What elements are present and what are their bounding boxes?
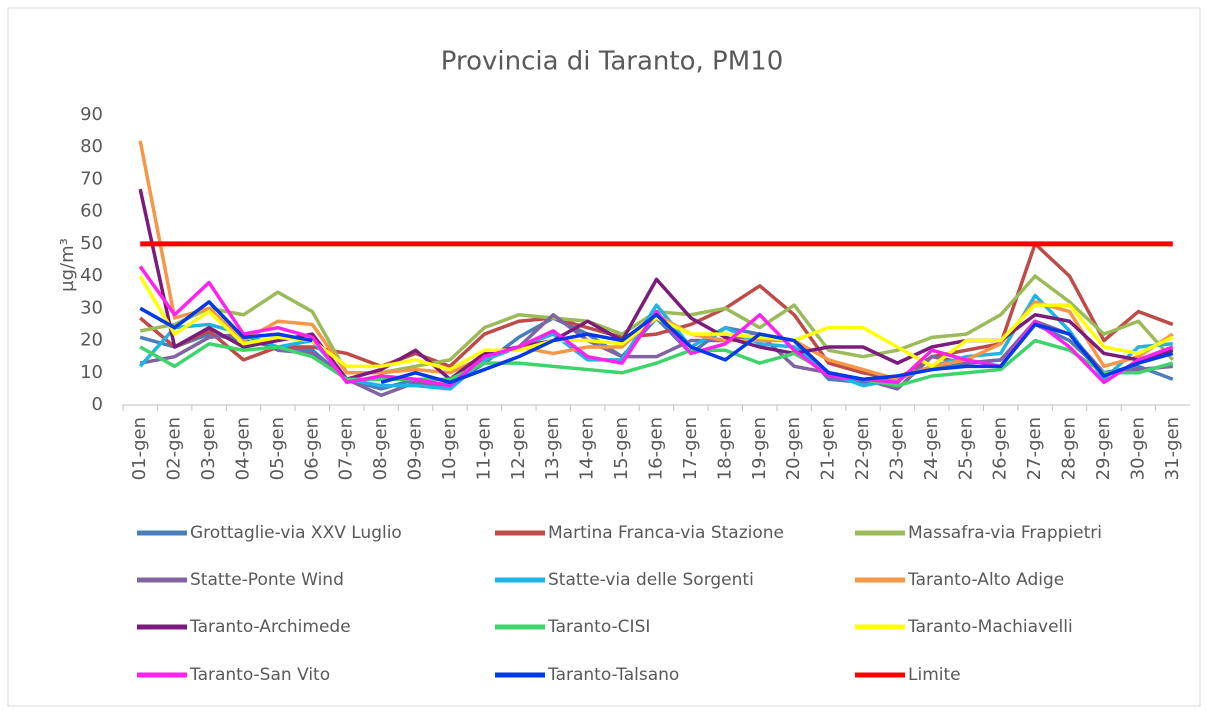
x-tick-label: 18-gen: [714, 417, 735, 480]
y-tick-label: 40: [80, 265, 103, 286]
x-tick-label: 31-gen: [1162, 417, 1183, 480]
y-tick-label: 50: [80, 233, 103, 254]
x-tick-label: 19-gen: [749, 417, 770, 480]
x-tick-label: 26-gen: [990, 417, 1011, 480]
x-tick-label: 13-gen: [542, 417, 563, 480]
x-tick-label: 05-gen: [267, 417, 288, 480]
series-line: [139, 338, 1174, 388]
legend-label: Taranto-Archimede: [189, 617, 351, 637]
x-tick-label: 28-gen: [1059, 417, 1080, 480]
y-tick-label: 10: [80, 362, 103, 383]
y-tick-label: 70: [80, 168, 103, 189]
x-tick-label: 01-gen: [129, 417, 150, 480]
x-tick-label: 04-gen: [232, 417, 253, 480]
legend-label: Martina Franca-via Stazione: [548, 523, 784, 543]
x-tick-label: 06-gen: [301, 417, 322, 480]
x-tick-label: 10-gen: [439, 417, 460, 480]
chart-title: Provincia di Taranto, PM10: [441, 47, 783, 77]
legend-label: Taranto-Talsano: [547, 665, 679, 685]
x-tick-label: 17-gen: [680, 417, 701, 480]
legend-label: Taranto-Machiavelli: [907, 617, 1073, 637]
x-tick-label: 14-gen: [577, 417, 598, 480]
x-tick-label: 09-gen: [405, 417, 426, 480]
x-tick-label: 11-gen: [473, 417, 494, 480]
y-tick-label: 0: [92, 394, 103, 415]
x-tick-label: 25-gen: [955, 417, 976, 480]
x-tick-label: 07-gen: [336, 417, 357, 480]
x-tick-label: 20-gen: [783, 417, 804, 480]
x-tick-label: 29-gen: [1093, 417, 1114, 480]
legend-label: Grottaglie-via XXV Luglio: [190, 523, 402, 543]
x-tick-label: 24-gen: [921, 417, 942, 480]
x-tick-label: 08-gen: [370, 417, 391, 480]
y-tick-label: 80: [80, 136, 103, 157]
legend-label: Taranto-CISI: [547, 617, 650, 637]
legend-label: Taranto-San Vito: [189, 665, 330, 685]
y-tick-label: 20: [80, 330, 103, 351]
x-tick-label: 03-gen: [198, 417, 219, 480]
legend-label: Limite: [908, 665, 961, 685]
series-line: [139, 313, 1173, 398]
x-tick-label: 21-gen: [818, 417, 839, 480]
y-tick-label: 60: [80, 201, 103, 222]
y-tick-label: 30: [80, 297, 103, 318]
x-tick-label: 30-gen: [1127, 417, 1148, 480]
x-tick-label: 15-gen: [611, 417, 632, 480]
legend-label: Massafra-via Frappietri: [908, 523, 1102, 543]
x-tick-label: 12-gen: [508, 417, 529, 480]
x-tick-label: 27-gen: [1024, 417, 1045, 480]
x-tick-label: 16-gen: [646, 417, 667, 480]
legend-label: Taranto-Alto Adige: [907, 570, 1064, 590]
series-line: [139, 300, 1174, 385]
legend-label: Statte-via delle Sorgenti: [548, 570, 754, 590]
x-tick-label: 22-gen: [852, 417, 873, 480]
x-tick-label: 23-gen: [886, 417, 907, 480]
legend-label: Statte-Ponte Wind: [190, 570, 344, 590]
y-tick-label: 90: [80, 104, 103, 125]
y-axis-label: µg/m³: [57, 238, 78, 292]
x-tick-label: 02-gen: [164, 417, 185, 480]
